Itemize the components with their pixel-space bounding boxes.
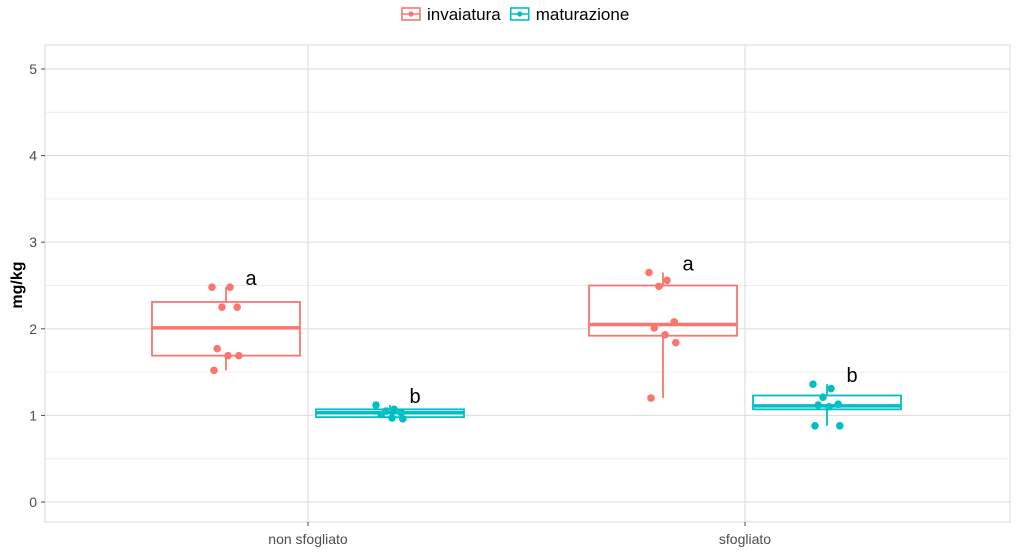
data-point	[825, 402, 833, 411]
y-tick-label: 3	[29, 234, 37, 250]
data-point	[224, 351, 232, 360]
data-point	[836, 421, 844, 430]
data-point	[213, 344, 221, 353]
data-point	[819, 393, 827, 402]
data-point	[208, 283, 216, 292]
significance-letter: a	[245, 268, 257, 290]
data-point	[811, 421, 819, 430]
significance-letter: b	[409, 386, 420, 408]
y-tick-label: 4	[29, 148, 37, 164]
data-point	[645, 268, 653, 277]
data-point	[827, 384, 835, 393]
data-point	[399, 415, 407, 423]
y-tick-label: 2	[29, 321, 37, 337]
data-point	[218, 303, 226, 311]
data-point	[809, 380, 817, 389]
y-tick-label: 5	[29, 61, 37, 77]
data-point	[390, 405, 398, 414]
data-point	[650, 324, 658, 332]
data-point	[663, 276, 671, 285]
x-tick-label: non sfogliato	[268, 531, 348, 547]
legend: invaiatura maturazione	[401, 5, 630, 24]
y-axis-label: mg/kg	[9, 261, 26, 308]
legend-key-dot	[408, 11, 414, 17]
data-point	[661, 331, 669, 339]
data-point	[670, 318, 678, 326]
data-point	[814, 401, 822, 409]
legend-key-dot	[517, 11, 523, 17]
legend-label: maturazione	[536, 5, 630, 24]
data-point	[226, 283, 234, 292]
legend-label: invaiatura	[427, 5, 501, 24]
data-point	[647, 394, 655, 402]
data-point	[655, 282, 663, 291]
data-point	[377, 410, 386, 419]
axis-layer: mg/kg 0 1 2 3 4 5 non sfogliato sfogliato	[9, 61, 771, 547]
box-layer: a a b b	[151, 254, 902, 430]
significance-letter: a	[682, 254, 694, 276]
data-point	[233, 303, 241, 311]
data-point	[388, 414, 396, 422]
plot-panel	[44, 44, 1011, 523]
data-point	[397, 409, 406, 417]
grid-layer	[44, 44, 1011, 523]
data-point	[210, 366, 218, 375]
data-point	[235, 351, 243, 360]
y-tick-label: 0	[29, 494, 37, 510]
significance-letter: b	[846, 365, 857, 387]
box-iqr	[588, 284, 738, 337]
x-tick-label: sfogliato	[719, 531, 771, 547]
data-point	[672, 338, 680, 347]
data-point	[834, 400, 842, 408]
y-tick-label: 1	[29, 407, 37, 423]
data-point	[372, 401, 380, 409]
